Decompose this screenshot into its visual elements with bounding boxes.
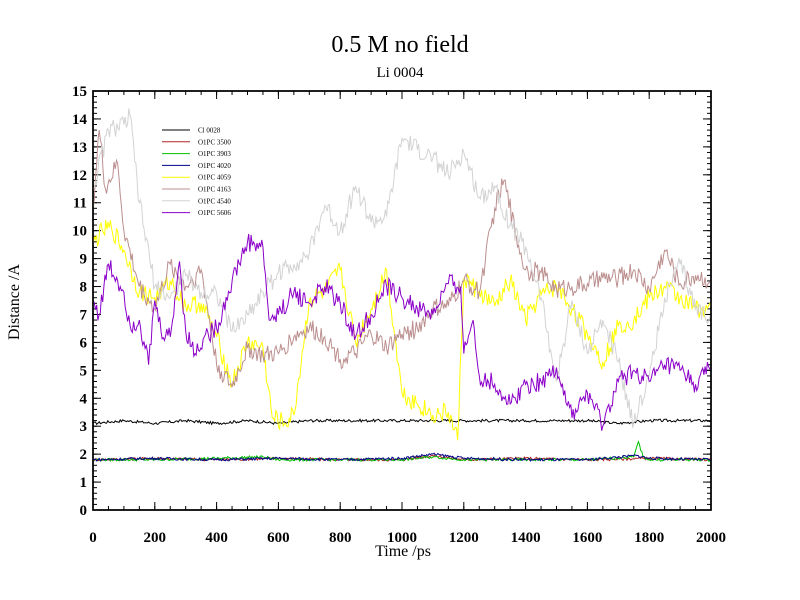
series-line-o1pc-4540: [92, 108, 712, 429]
y-tick-label: 8: [80, 280, 88, 296]
y-tick-label: 9: [80, 252, 88, 268]
y-tick-label: 10: [72, 224, 87, 240]
y-tick-label: 7: [80, 307, 88, 323]
y-tick-label: 3: [80, 419, 88, 435]
y-tick-label: 11: [73, 196, 87, 212]
legend-label: O1PC 4020: [198, 162, 231, 170]
x-tick-label: 1200: [449, 530, 479, 546]
legend-label: O1PC 4540: [198, 197, 231, 205]
series-line-cl-0028: [92, 418, 712, 426]
y-tick-label: 15: [72, 84, 87, 100]
x-tick-label: 1400: [511, 530, 541, 546]
y-tick-label: 6: [80, 335, 88, 351]
plot-frame-top: [92, 90, 712, 511]
series-line-o1pc-4059: [92, 219, 712, 441]
x-tick-label: 400: [205, 530, 228, 546]
chart-subtitle: Li 0004: [376, 65, 424, 81]
series-line-o1pc-4020: [92, 452, 712, 462]
legend-label: O1PC 3500: [198, 138, 231, 146]
legend-label: O1PC 4163: [198, 186, 231, 194]
y-tick-label: 1: [80, 475, 88, 491]
x-axis-label: Time /ps: [375, 543, 431, 560]
y-tick-label: 12: [72, 168, 87, 184]
y-tick-label: 14: [72, 112, 88, 128]
x-tick-label: 1600: [572, 530, 602, 546]
y-tick-label: 4: [80, 391, 88, 407]
series-line-o1pc-5606: [92, 233, 712, 431]
legend-label: O1PC 4059: [198, 174, 231, 182]
legend-label: O1PC 5606: [198, 209, 231, 217]
legend-label: Cl 0028: [198, 127, 221, 135]
x-tick-label: 800: [329, 530, 352, 546]
chart-title: 0.5 M no field: [331, 32, 469, 58]
y-tick-label: 2: [80, 447, 88, 463]
x-tick-label: 1000: [387, 530, 417, 546]
y-axis-label: Distance /A: [6, 264, 23, 340]
x-tick-label: 1800: [634, 530, 664, 546]
x-tick-label: 0: [89, 530, 97, 546]
y-tick-label: 13: [72, 140, 87, 156]
series-line-o1pc-4163: [92, 130, 712, 388]
y-tick-label: 0: [80, 503, 88, 519]
y-tick-label: 5: [80, 363, 88, 379]
x-tick-label: 600: [267, 530, 290, 546]
x-tick-label: 200: [144, 530, 167, 546]
legend-label: O1PC 3903: [198, 150, 231, 158]
x-tick-label: 2000: [696, 530, 726, 546]
